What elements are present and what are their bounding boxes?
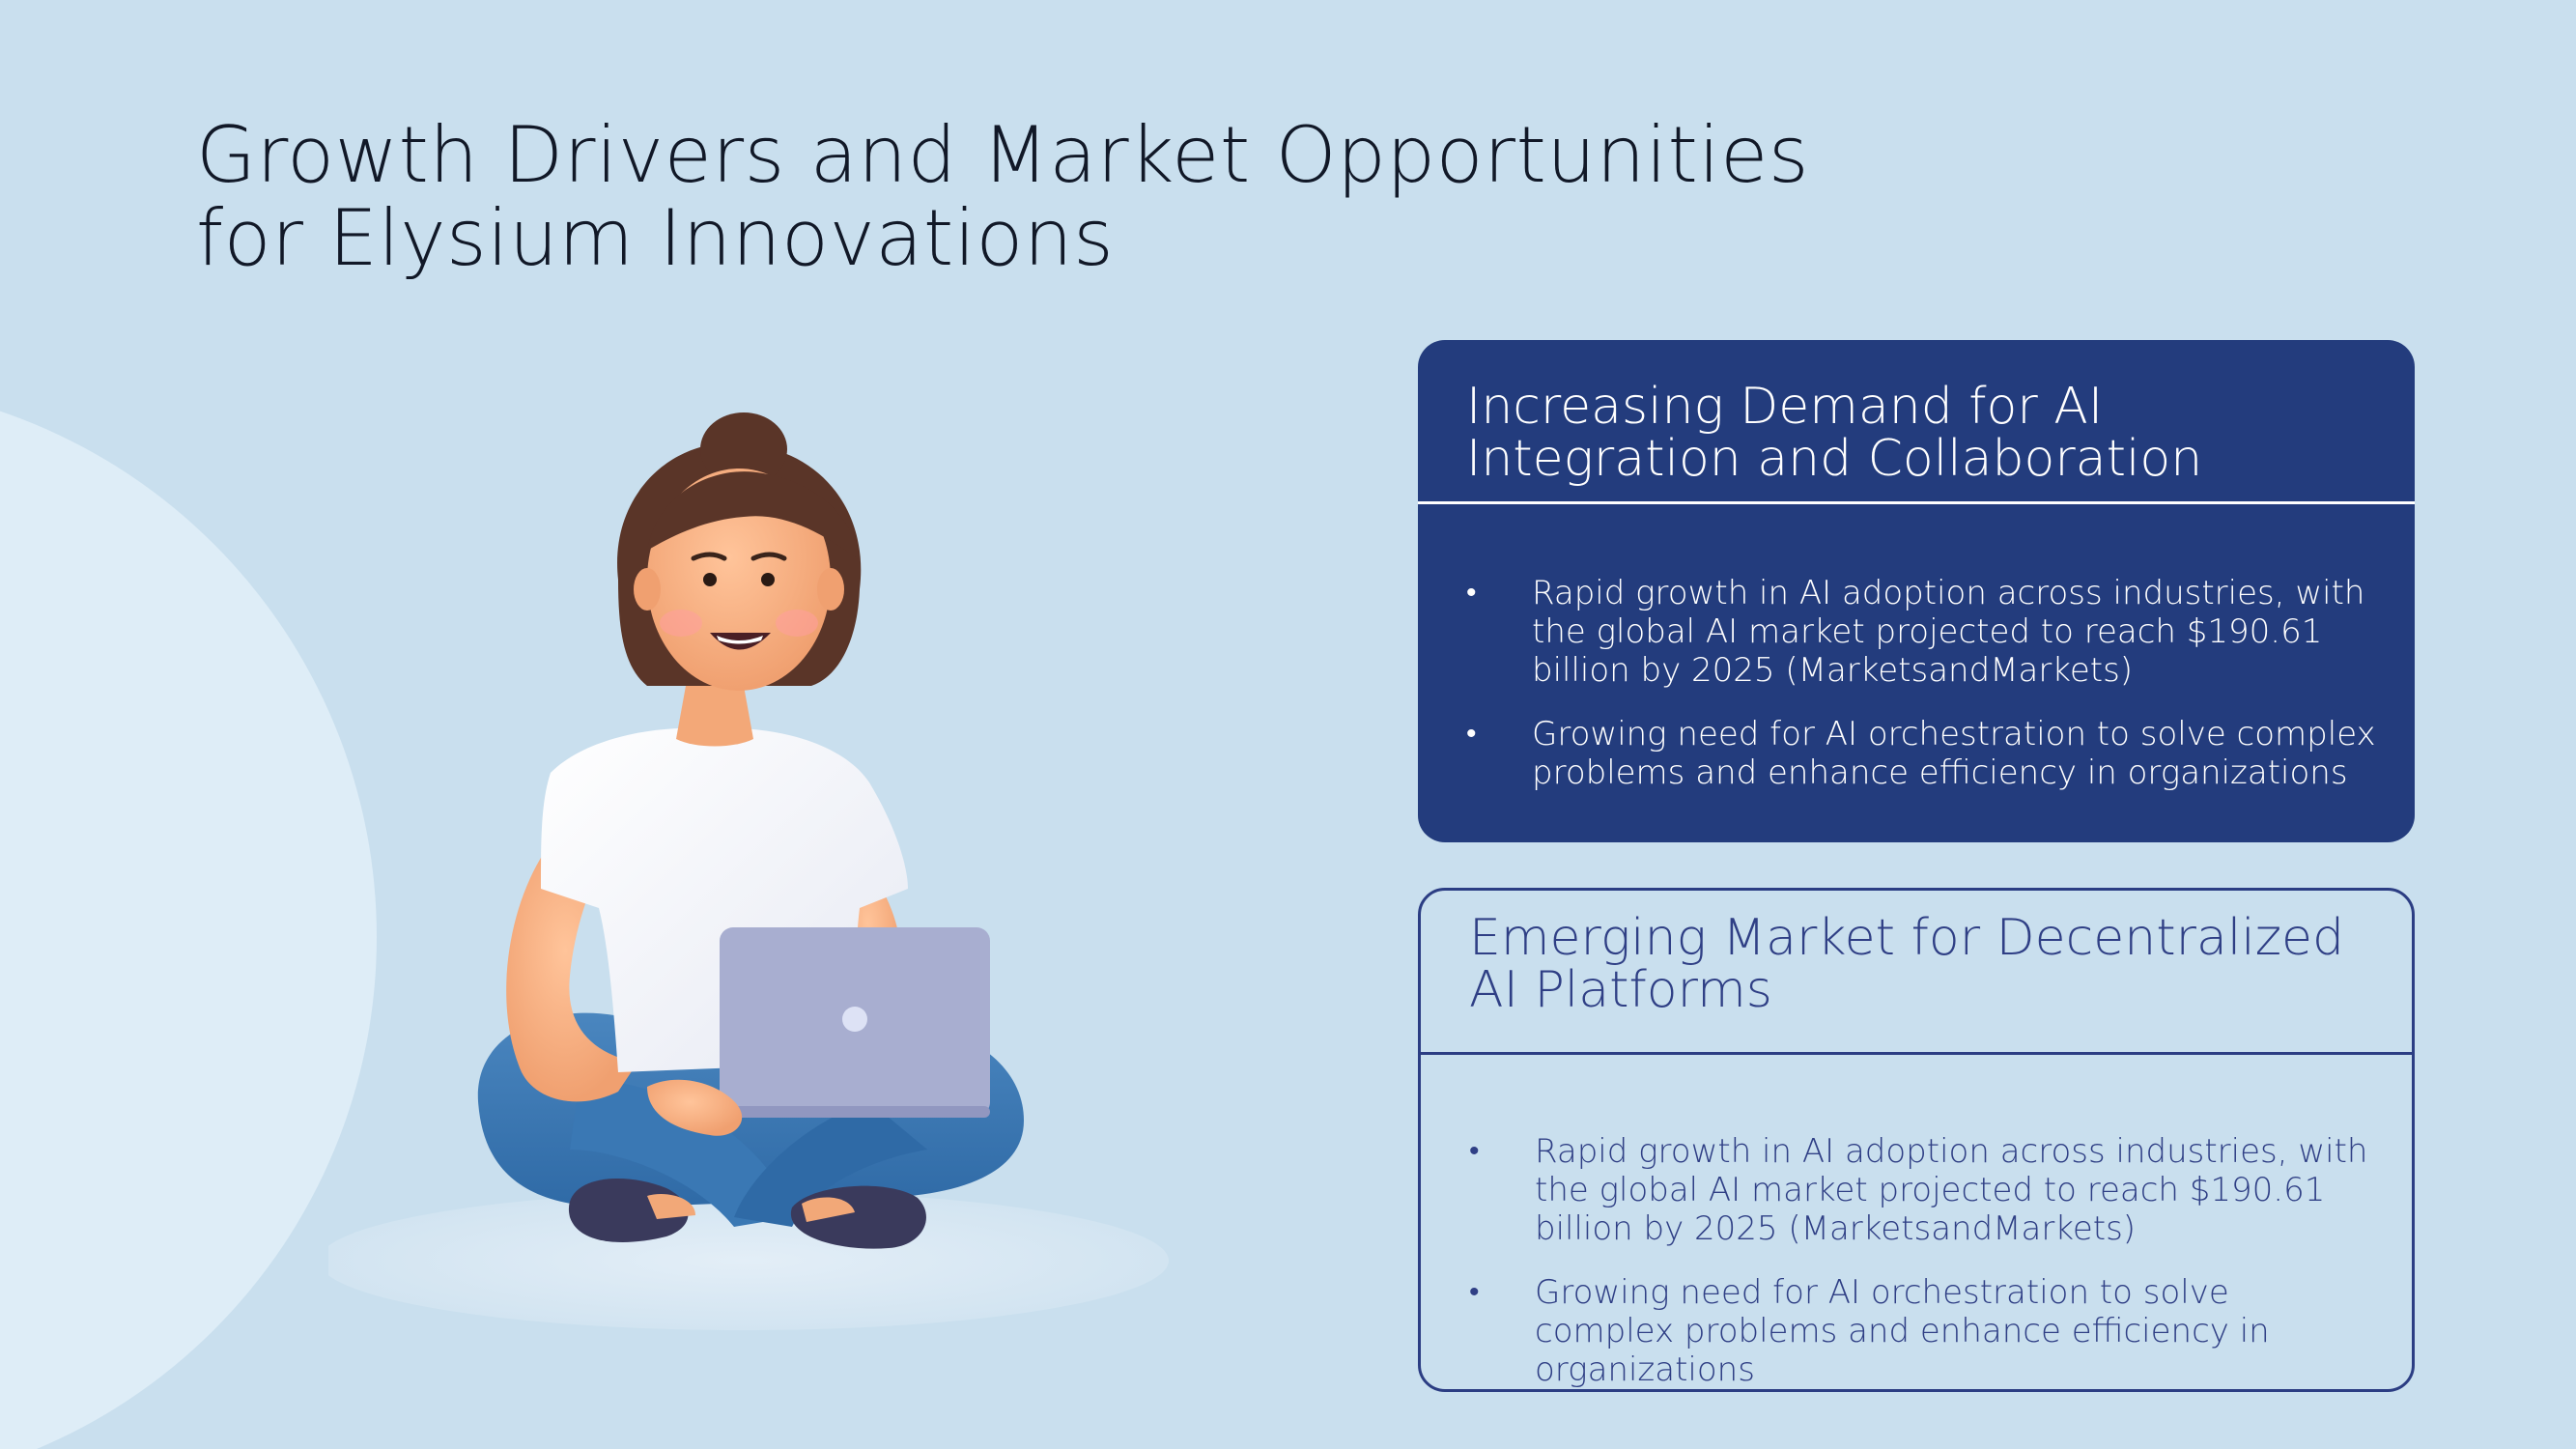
card-heading: Increasing Demand for AI Integration and… xyxy=(1418,340,2415,504)
card-heading: Emerging Market for Decentralized AI Pla… xyxy=(1421,891,2412,1055)
card-decentralized-ai: Emerging Market for Decentralized AI Pla… xyxy=(1418,888,2415,1392)
bullet-item: Growing need for AI orchestration to sol… xyxy=(1466,715,2376,792)
card-body: Rapid growth in AI adoption across indus… xyxy=(1418,504,2415,792)
slide-title: Growth Drivers and Market Opportunities … xyxy=(196,110,1810,283)
bullet-item: Growing need for AI orchestration to sol… xyxy=(1469,1273,2373,1389)
bullet-item: Rapid growth in AI adoption across indus… xyxy=(1469,1132,2373,1248)
bullet-item: Rapid growth in AI adoption across indus… xyxy=(1466,574,2376,690)
laptop-logo xyxy=(842,1007,867,1032)
woman-with-laptop-illustration xyxy=(328,412,1169,1330)
floor-shadow xyxy=(328,1191,1169,1330)
card-body: Rapid growth in AI adoption across indus… xyxy=(1421,1055,2412,1389)
background-circle xyxy=(0,382,377,1449)
card-ai-integration: Increasing Demand for AI Integration and… xyxy=(1418,340,2415,842)
